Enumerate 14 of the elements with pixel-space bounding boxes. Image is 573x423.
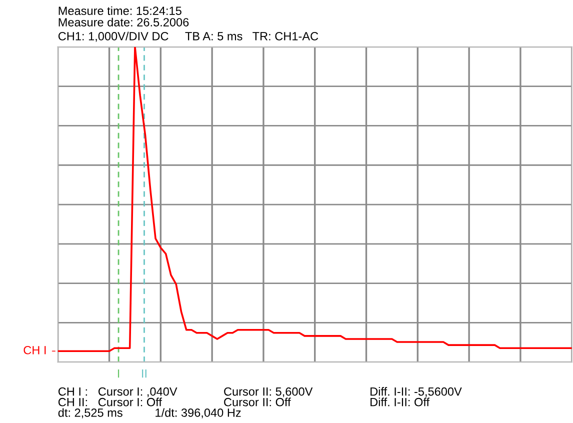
text: CH II: Cursor I: Off xyxy=(58,398,162,406)
text: CH I xyxy=(24,346,46,354)
text: 1/dt: 396,040 Hz xyxy=(156,408,241,418)
chart-title: Measure time: 15:24:15 xyxy=(58,6,182,16)
text: CH I : Cursor I: ,040V xyxy=(58,387,178,398)
text: dt: 2,525 ms xyxy=(58,408,122,418)
text: Diff. I-II: Off xyxy=(370,398,430,406)
text: CH1: 1,000V/DIV DC TB A: 5 ms TR: CH1-AC xyxy=(58,32,318,42)
text: II xyxy=(142,369,146,378)
text: Diff. I-II: -5,5600V xyxy=(370,387,462,398)
text: Cursor II: Off xyxy=(224,398,291,406)
text: I xyxy=(118,369,120,378)
text: Cursor II: 5,600V xyxy=(224,387,313,398)
chart-subtitle: Measure date: 26.5.2006 xyxy=(58,18,189,26)
